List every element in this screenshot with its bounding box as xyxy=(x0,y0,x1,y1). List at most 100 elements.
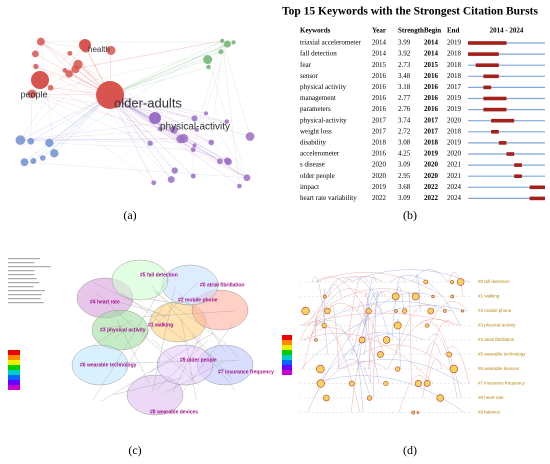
node xyxy=(31,50,39,58)
cell: impact xyxy=(300,183,319,191)
link xyxy=(156,340,208,390)
link xyxy=(324,288,326,326)
link xyxy=(115,300,170,317)
node xyxy=(446,351,453,358)
cell: 2019 xyxy=(447,139,462,147)
node-label: older-adults xyxy=(114,95,182,110)
node xyxy=(411,292,420,301)
link xyxy=(415,274,421,312)
link xyxy=(315,272,444,297)
edge xyxy=(40,41,234,43)
node xyxy=(414,379,422,388)
burst-bar xyxy=(506,152,515,156)
edge xyxy=(109,66,209,96)
link xyxy=(142,310,235,317)
node xyxy=(208,139,215,146)
cluster-label: #0 atrial fibrillation xyxy=(200,282,244,288)
burst-bar xyxy=(468,52,499,56)
link xyxy=(340,359,462,384)
cell: triaxial accelerometer xyxy=(300,39,361,47)
cell: 2.76 xyxy=(398,105,411,113)
node xyxy=(67,50,73,56)
cluster-hull xyxy=(111,259,169,301)
node xyxy=(401,308,408,314)
edge xyxy=(109,94,229,163)
cell: 3.99 xyxy=(398,39,411,47)
color-key xyxy=(282,360,292,365)
node xyxy=(106,45,116,55)
cell: 2020 xyxy=(372,161,387,169)
info-line xyxy=(8,302,44,304)
table-title: Top 15 Keywords with the Strongest Citat… xyxy=(282,6,538,18)
cell: sensor xyxy=(300,72,319,80)
panel-b: Top 15 Keywords with the Strongest Citat… xyxy=(282,6,545,202)
cell: 2016 xyxy=(372,105,387,113)
link xyxy=(304,327,355,341)
link xyxy=(153,290,226,344)
link xyxy=(114,327,128,339)
edge xyxy=(30,94,111,142)
cell: 3.08 xyxy=(398,139,411,147)
node xyxy=(395,366,401,372)
cell: 2016 xyxy=(372,94,387,102)
node xyxy=(314,338,318,342)
color-key xyxy=(8,350,20,355)
color-key xyxy=(8,370,20,375)
cell: 2020 xyxy=(424,172,439,180)
edge xyxy=(192,43,228,150)
link xyxy=(94,282,167,319)
edge xyxy=(20,139,43,159)
info-line xyxy=(8,298,41,300)
burst-bar xyxy=(491,118,515,123)
cell: 2016 xyxy=(372,83,387,91)
link xyxy=(348,276,368,341)
edge xyxy=(31,73,70,95)
node xyxy=(223,40,231,48)
node xyxy=(443,309,447,313)
link xyxy=(181,318,197,401)
panel-a: older-adults people health physical-activit… xyxy=(15,37,255,189)
node xyxy=(170,125,178,134)
cell: 2022 xyxy=(372,194,387,202)
edge xyxy=(159,128,248,178)
node xyxy=(411,410,416,415)
link xyxy=(364,288,376,326)
link xyxy=(314,301,452,326)
node xyxy=(190,173,196,179)
link xyxy=(351,362,366,413)
cluster-legend: #4 atrial fibrillation xyxy=(478,337,515,342)
node-label: physical-activity xyxy=(160,122,230,133)
node xyxy=(416,411,420,414)
cell: older people xyxy=(300,172,335,180)
cell: 3.74 xyxy=(398,116,411,124)
cell: s disease xyxy=(300,161,325,169)
cell: 2016 xyxy=(424,83,439,91)
link xyxy=(148,298,189,306)
cell: 2.72 xyxy=(398,127,411,135)
cluster-legend: #1 walking xyxy=(478,294,500,299)
link xyxy=(408,291,412,384)
edge xyxy=(50,87,248,178)
node xyxy=(431,294,435,299)
cluster-legend: #6 wearable devices xyxy=(478,366,520,371)
edge xyxy=(20,43,85,141)
caption: (b) xyxy=(403,208,417,222)
node xyxy=(151,180,157,186)
cell: disability xyxy=(300,139,327,147)
node xyxy=(192,143,197,148)
cell: 2017 xyxy=(424,127,439,135)
link xyxy=(448,272,464,297)
edge xyxy=(24,94,111,163)
link xyxy=(364,291,371,384)
edge xyxy=(77,64,194,150)
link xyxy=(360,344,449,370)
node xyxy=(50,149,59,158)
node xyxy=(423,380,431,387)
link xyxy=(329,305,340,370)
cell: 2017 xyxy=(424,116,439,124)
node xyxy=(47,84,54,91)
cell: 3.18 xyxy=(398,83,411,91)
color-key xyxy=(282,350,292,355)
node-label: health xyxy=(88,45,110,54)
node xyxy=(79,39,91,51)
